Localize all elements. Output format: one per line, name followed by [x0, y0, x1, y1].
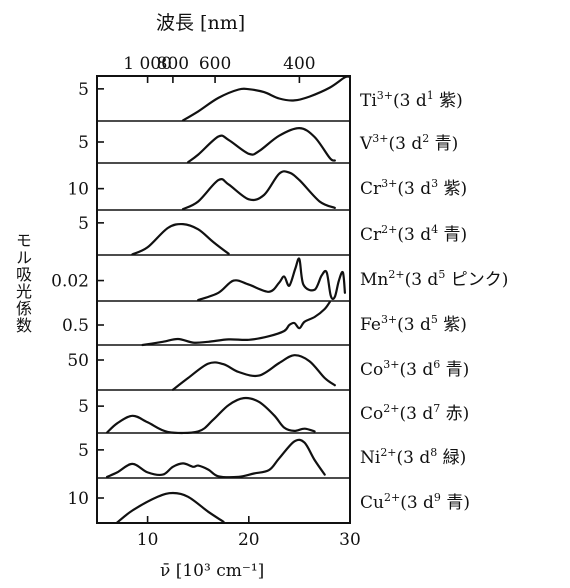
ion-label: Ni2+(3 d8 緑)	[360, 445, 467, 468]
ion-label: Cu2+(3 d9 青)	[360, 490, 470, 513]
y-axis-label: モル吸光係数	[13, 232, 32, 334]
ion-label: V3+(3 d2 青)	[360, 132, 459, 154]
ion-label: Co3+(3 d6 青)	[360, 357, 470, 380]
top-axis-title: 波長 [nm]	[156, 12, 246, 34]
y-tick-label: 5	[78, 80, 89, 100]
ion-label: Cr2+(3 d4 青)	[360, 222, 468, 245]
spectrum-curve-v3plus	[187, 127, 336, 164]
spectrum-curve-ti3plus	[181, 75, 352, 122]
ion-label: Fe3+(3 d5 紫)	[360, 313, 467, 335]
curve-layer	[106, 75, 352, 524]
spectrum-curve-cu2plus	[116, 491, 225, 524]
x-tick-label: 20	[238, 530, 260, 550]
ion-label: Mn2+(3 d5 ピンク)	[360, 268, 509, 290]
y-tick-label: 0.5	[62, 316, 89, 336]
top-tick-label: 1 000	[123, 54, 172, 74]
ion-label: Co2+(3 d7 赤)	[360, 401, 470, 424]
ion-label: Ti3+(3 d1 紫)	[360, 88, 463, 111]
top-tick-label: 600	[199, 54, 231, 74]
y-tick-label: 10	[67, 489, 89, 509]
ion-label: Cr3+(3 d3 紫)	[360, 176, 468, 199]
x-tick-label: 10	[137, 530, 159, 550]
top-tick-label: 400	[283, 54, 315, 74]
spectrum-curve-cr3plus	[181, 170, 336, 211]
top-tick-label: 800	[157, 54, 189, 74]
y-tick-label: 5	[78, 441, 89, 461]
y-tick-label: 50	[67, 351, 89, 371]
spectrum-curve-co2plus	[106, 396, 316, 435]
y-tick-label: 0.02	[51, 272, 89, 292]
y-tick-label: 5	[78, 214, 89, 234]
spectrum-curve-co3plus	[171, 354, 336, 391]
y-tick-label: 5	[78, 397, 89, 417]
chart-frame	[96, 75, 351, 524]
spectrum-curve-fe3plus	[141, 300, 331, 347]
x-tick-label: 30	[339, 530, 361, 550]
x-axis-title: ν̄ [10³ cm⁻¹]	[160, 561, 265, 581]
y-tick-label: 5	[78, 133, 89, 153]
y-tick-label: 10	[67, 180, 89, 200]
spectrum-curve-ni2plus	[106, 438, 326, 479]
spectrum-curve-cr2plus	[131, 222, 230, 256]
spectrum-curve-mn2plus	[197, 257, 346, 302]
